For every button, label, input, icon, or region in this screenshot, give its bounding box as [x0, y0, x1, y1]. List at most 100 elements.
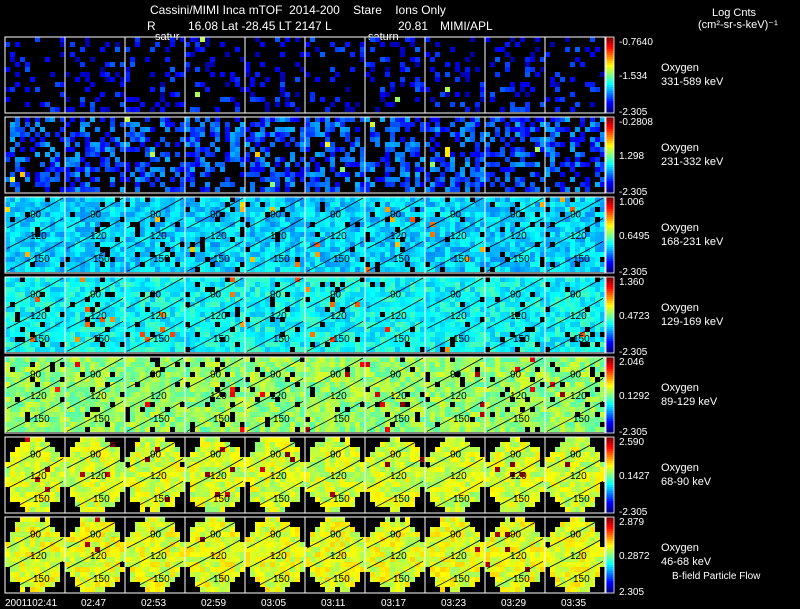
contour-line	[366, 480, 424, 512]
contour-line	[306, 298, 364, 329]
contour-label: 90	[90, 450, 102, 461]
contour-line	[6, 400, 64, 432]
colorbar-mid-label: -1.534	[619, 71, 648, 82]
contour-label: 150	[273, 334, 290, 345]
contour-label: 150	[513, 334, 530, 345]
contour-line	[126, 400, 184, 432]
contour-label: 120	[390, 311, 407, 322]
contour-line	[546, 218, 604, 249]
contour-label: 90	[30, 530, 42, 541]
contour-label: 90	[510, 450, 522, 461]
panel-4-cell-9: 90 120 150	[484, 276, 546, 354]
contour-line	[486, 357, 544, 389]
contour-line	[66, 298, 124, 329]
panel-1-cell-6	[304, 36, 366, 114]
contour-label: 150	[93, 254, 110, 265]
contour-label: 150	[333, 414, 350, 425]
colorbar-min-label: -2.305	[619, 427, 648, 438]
contour-label: 150	[393, 494, 410, 505]
cell-frame	[544, 116, 606, 194]
contour-line	[426, 437, 484, 469]
contour-label: 120	[510, 311, 527, 322]
contour-line	[486, 560, 544, 592]
contour-label: 90	[150, 450, 162, 461]
contour-label: 120	[510, 471, 527, 482]
contour-line	[426, 218, 484, 249]
contour-line	[6, 517, 64, 549]
contour-label: 90	[390, 370, 402, 381]
contour-label: 150	[153, 334, 170, 345]
contour-label: 90	[570, 370, 582, 381]
panel-1-cell-5	[244, 36, 306, 114]
contour-label: 120	[210, 471, 227, 482]
colorbar-mid-label: 1.298	[619, 151, 644, 162]
panel-1-cell-9	[484, 36, 546, 114]
contour-line	[66, 400, 124, 432]
contour-label: 150	[33, 254, 50, 265]
contour-label: 120	[330, 311, 347, 322]
panel-3-cell-10: 90 120 150	[544, 196, 606, 274]
contour-line	[66, 357, 124, 389]
contour-label: 90	[270, 370, 282, 381]
contour-line	[126, 240, 184, 272]
contour-label: 120	[150, 311, 167, 322]
panel-2-cell-2	[64, 116, 126, 194]
panel-5-cell-4: 90 120 150	[184, 356, 246, 434]
contour-line	[366, 400, 424, 432]
panel-3-cell-7: 90 120 150	[364, 196, 426, 274]
contour-line	[186, 298, 244, 329]
footer-note: B-field Particle Flow	[672, 571, 761, 582]
panel-6: 90 120 150 90 120 150 90 120 150 90 120 150 90 120 150…	[4, 436, 712, 518]
contour-label: 90	[330, 370, 342, 381]
contour-label: 150	[453, 414, 470, 425]
cell-frame	[4, 36, 66, 114]
contour-label: 120	[30, 471, 47, 482]
contour-label: 90	[390, 290, 402, 301]
contour-line	[246, 357, 304, 389]
colorbar-max-label: 2.046	[619, 357, 644, 368]
energy-label: 331-589 keV	[661, 76, 724, 88]
contour-line	[66, 320, 124, 352]
contour-label: 90	[210, 530, 222, 541]
contour-label: 120	[570, 311, 587, 322]
contour-line	[546, 320, 604, 352]
contour-line	[6, 277, 64, 309]
contour-line	[426, 400, 484, 432]
contour-label: 150	[513, 494, 530, 505]
panel-5-cell-5: 90 120 150	[244, 356, 306, 434]
contour-line	[6, 480, 64, 512]
contour-label: 120	[510, 551, 527, 562]
contour-line	[546, 560, 604, 592]
panel-2-cell-4	[184, 116, 246, 194]
cell-frame	[544, 276, 606, 354]
panel-7-cell-6: 90 120 150	[304, 516, 366, 594]
colorbar-4	[605, 276, 615, 354]
contour-line	[6, 560, 64, 592]
contour-label: 90	[510, 530, 522, 541]
contour-line	[246, 378, 304, 409]
contour-label: 90	[330, 290, 342, 301]
contour-line	[306, 560, 364, 592]
contour-label: 90	[450, 370, 462, 381]
contour-label: 90	[330, 450, 342, 461]
contour-label: 150	[453, 494, 470, 505]
contour-line	[306, 400, 364, 432]
contour-line	[486, 197, 544, 229]
contour-line	[486, 320, 544, 352]
panel-3-cell-6: 90 120 150	[304, 196, 366, 274]
contour-line	[546, 240, 604, 272]
contour-label: 150	[573, 494, 590, 505]
contour-label: 90	[390, 450, 402, 461]
panel-3: 90 120 150 90 120 150 90 120 150 90 120 150 90 120 150…	[4, 196, 724, 278]
contour-label: 120	[90, 551, 107, 562]
species-label: Oxygen	[661, 462, 699, 474]
contour-line	[186, 458, 244, 489]
panel-7-cell-7: 90 120 150	[364, 516, 426, 594]
panel-3-cell-5: 90 120 150	[244, 196, 306, 274]
contour-label: 120	[90, 311, 107, 322]
contour-label: 120	[450, 231, 467, 242]
species-label: Oxygen	[661, 62, 699, 74]
contour-label: 150	[33, 574, 50, 585]
colorbar-min-label: -2.305	[619, 267, 648, 278]
